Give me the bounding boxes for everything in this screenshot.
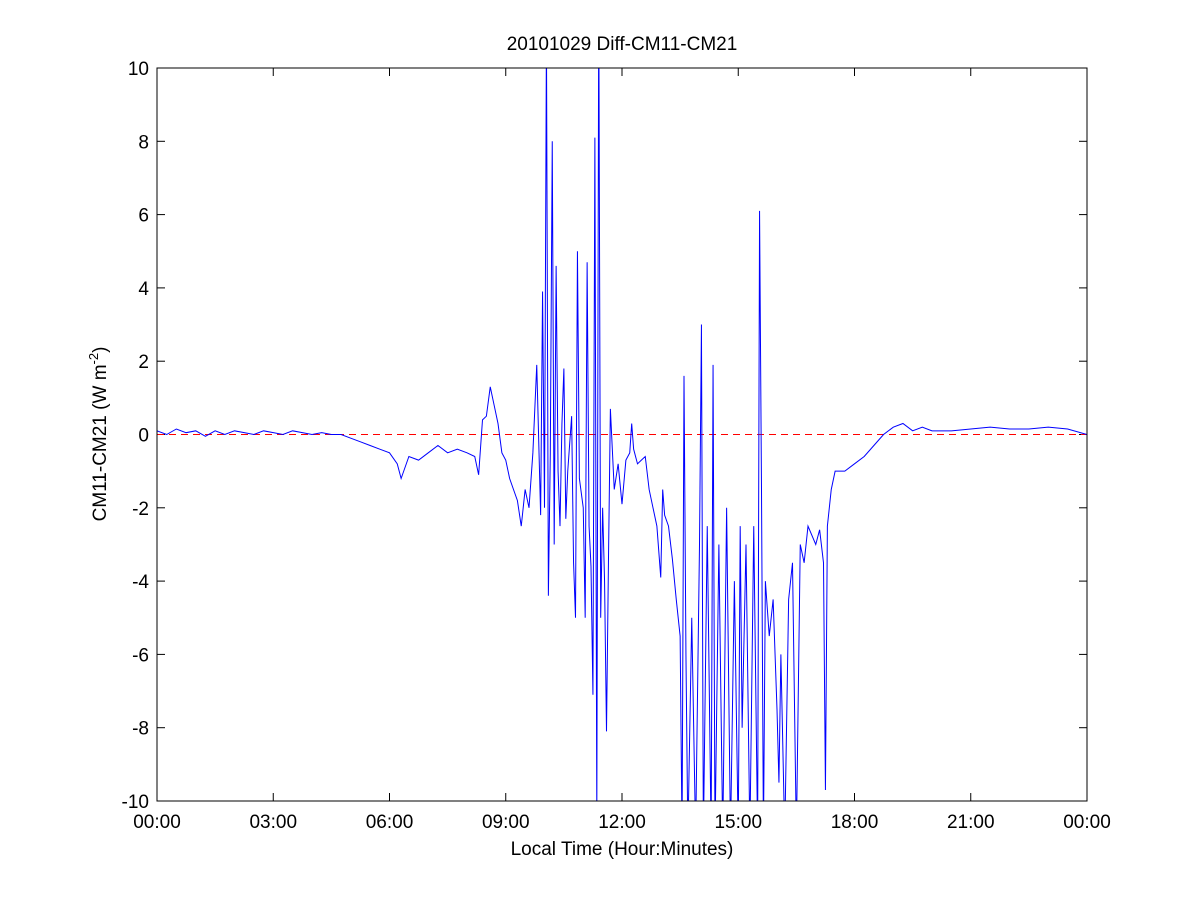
- y-tick-label: 6: [138, 206, 149, 227]
- y-tick-label: -10: [122, 792, 149, 813]
- y-tick-label: 10: [128, 59, 149, 80]
- y-label-text: CM11-CM21 (W m: [90, 364, 111, 521]
- x-tick-label: 06:00: [366, 812, 414, 833]
- plot-area: [157, 68, 1087, 801]
- x-tick-label: 03:00: [249, 812, 297, 833]
- x-tick-label: 09:00: [482, 812, 530, 833]
- y-tick-label: -8: [132, 719, 149, 740]
- chart-title: 20101029 Diff-CM11-CM21: [507, 34, 738, 55]
- y-tick-label: 8: [138, 132, 149, 153]
- y-tick-label: -6: [132, 645, 149, 666]
- y-tick-label: 0: [138, 426, 149, 447]
- y-label-sup: -2: [86, 353, 101, 365]
- x-tick-label: 18:00: [831, 812, 879, 833]
- data-line: [157, 68, 1087, 801]
- y-axis-label: CM11-CM21 (W m-2): [86, 347, 111, 522]
- x-tick-label: 00:00: [1063, 812, 1111, 833]
- x-tick-label: 15:00: [714, 812, 762, 833]
- x-axis-label: Local Time (Hour:Minutes): [511, 839, 734, 860]
- y-tick-label: 4: [138, 279, 149, 300]
- x-tick-label: 12:00: [598, 812, 646, 833]
- y-tick-label: -4: [132, 572, 149, 593]
- x-tick-label: 21:00: [947, 812, 995, 833]
- y-label-suffix: ): [90, 347, 111, 353]
- y-tick-label: 2: [138, 352, 149, 373]
- plot-frame: [156, 67, 1088, 802]
- y-tick-label: -2: [132, 499, 149, 520]
- x-tick-label: 00:00: [133, 812, 181, 833]
